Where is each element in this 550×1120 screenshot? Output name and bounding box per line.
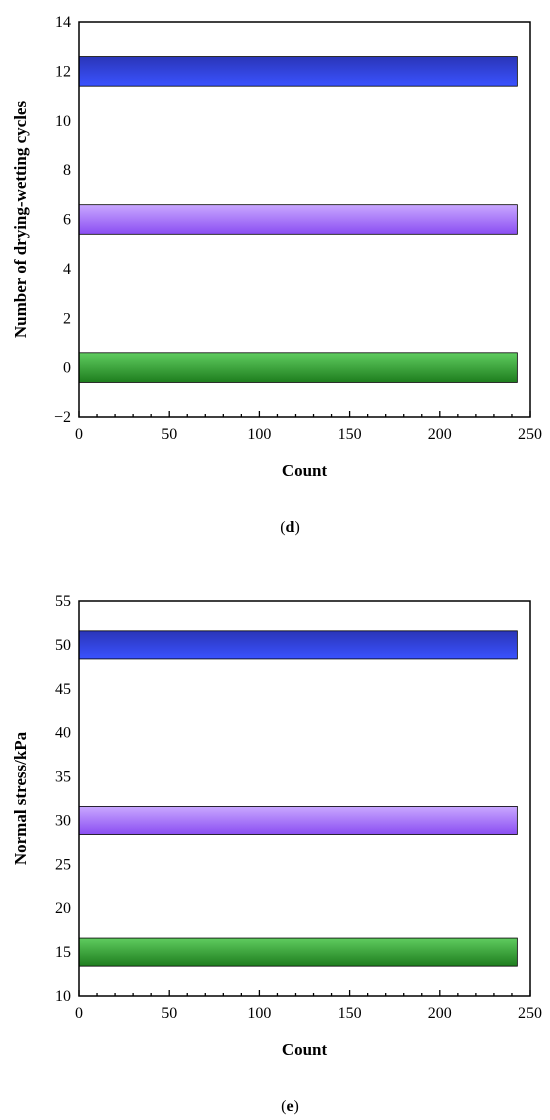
x-tick-label: 100	[247, 1005, 271, 1022]
x-tick-label: 0	[75, 1005, 83, 1022]
chart-d: 0 50 100 150 200 250−202468101214CountNumber …	[11, 14, 542, 536]
y-tick-label: 4	[63, 261, 71, 278]
x-tick-label: 150	[338, 426, 362, 443]
y-tick-label: 10	[55, 113, 71, 130]
y-tick-label: 10	[55, 988, 71, 1005]
plot-frame	[78, 21, 531, 418]
y-tick-label: 8	[63, 162, 71, 179]
y-tick-label: 0	[63, 360, 71, 377]
bar	[78, 352, 518, 383]
y-tick-label: 55	[55, 593, 71, 610]
y-tick-label: 2	[63, 310, 71, 327]
y-tick-label: 50	[55, 637, 71, 654]
x-tick-label: 50	[161, 426, 177, 443]
bar	[78, 56, 518, 87]
x-tick-label: 200	[428, 426, 452, 443]
x-tick-label: 100	[247, 426, 271, 443]
panel-label: (e)	[281, 1098, 299, 1115]
y-tick-label: 20	[55, 900, 71, 917]
y-tick-label: 25	[55, 856, 71, 873]
bar	[78, 630, 518, 660]
x-tick-label: 150	[338, 1005, 362, 1022]
y-tick-label: 45	[55, 681, 71, 698]
x-tick-label: 50	[161, 1005, 177, 1022]
y-axis-title: Normal stress/kPa	[11, 731, 30, 865]
x-axis-title: Count	[282, 461, 328, 480]
x-tick-label: 0	[75, 426, 83, 443]
bar	[78, 806, 518, 835]
x-tick-label: 250	[518, 1005, 542, 1022]
y-tick-label: 40	[55, 725, 71, 742]
y-tick-label: −2	[54, 409, 71, 426]
x-tick-label: 200	[428, 1005, 452, 1022]
plot-frame	[78, 600, 531, 997]
y-tick-label: 35	[55, 769, 71, 786]
y-tick-label: 30	[55, 812, 71, 829]
bar	[78, 204, 518, 235]
x-axis-title: Count	[282, 1040, 328, 1059]
bar	[78, 937, 518, 967]
y-tick-label: 14	[55, 14, 71, 31]
panel-label: (d)	[280, 519, 300, 536]
chart-e: 0 50 100 150 200 250 10 15 20 25 30 35 40 45 50 55 Count…	[11, 593, 542, 1115]
y-axis-title: Number of drying-wetting cycles	[11, 101, 30, 339]
y-tick-label: 6	[63, 212, 71, 229]
y-tick-label: 15	[55, 944, 71, 961]
y-tick-label: 12	[55, 63, 71, 80]
x-tick-label: 250	[518, 426, 542, 443]
